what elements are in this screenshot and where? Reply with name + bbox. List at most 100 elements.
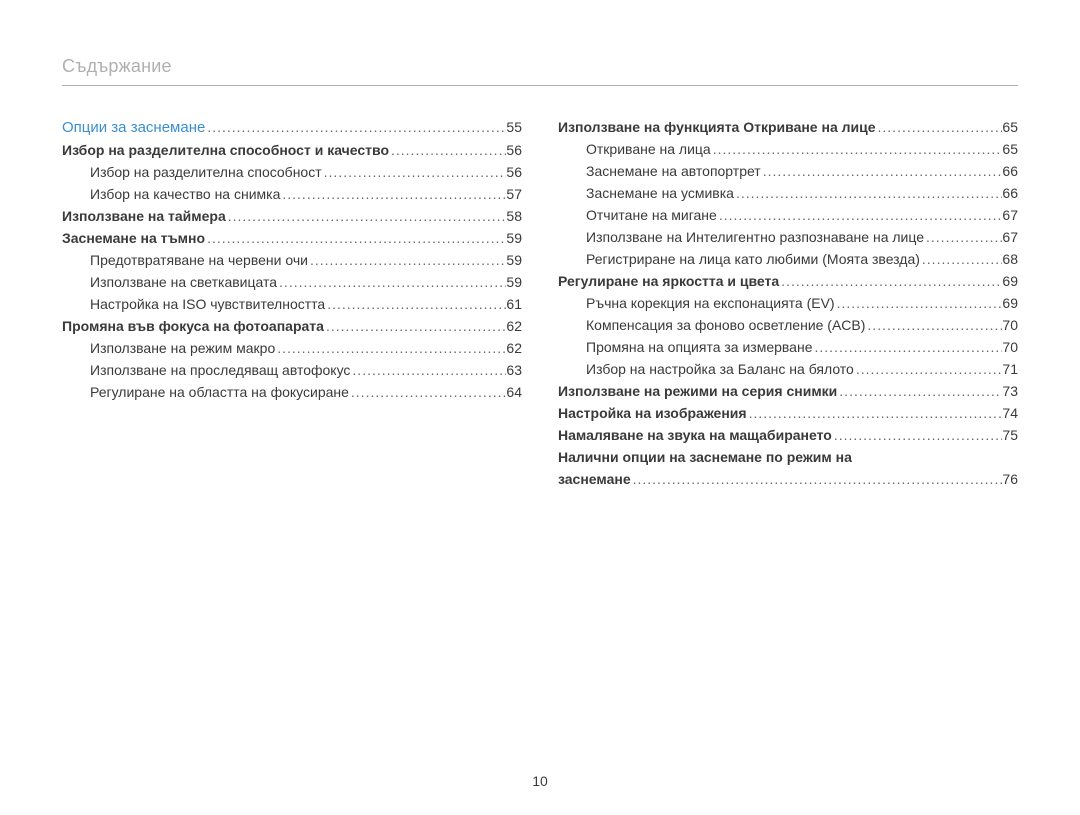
toc-entry[interactable]: Регулиране на яркостта и цвета .........…: [558, 270, 1018, 292]
toc-entry[interactable]: Настройка на изображения ...............…: [558, 402, 1018, 424]
toc-entry-label: Избор на разделителна способност: [90, 161, 322, 183]
toc-leader-dots: ........................................…: [835, 292, 1003, 314]
toc-entry-label: Отчитане на мигане: [586, 204, 717, 226]
toc-entry-page: 57: [506, 183, 522, 205]
toc-entry-page: 58: [506, 205, 522, 227]
toc-entry-label: Промяна на опцията за измерване: [586, 336, 813, 358]
toc-leader-dots: ........................................…: [308, 249, 506, 271]
toc-leader-dots: ........................................…: [717, 204, 1003, 226]
toc-entry-page: 73: [1002, 380, 1018, 402]
toc-leader-dots: ........................................…: [631, 468, 1003, 490]
toc-entry[interactable]: Използване на режими на серия снимки ...…: [558, 380, 1018, 402]
toc-entry-page: 55: [506, 116, 522, 138]
toc-entry[interactable]: Ръчна корекция на експонацията (EV) ....…: [558, 292, 1018, 314]
toc-entry[interactable]: Настройка на ISO чувствителността ......…: [62, 293, 522, 315]
toc-leader-dots: ........................................…: [205, 116, 506, 138]
toc-entry-page: 62: [506, 337, 522, 359]
toc-entry-page: 67: [1002, 204, 1018, 226]
toc-entry[interactable]: Използване на функцията Откриване на лиц…: [558, 116, 1018, 138]
toc-entry[interactable]: Промяна на опцията за измерване ........…: [558, 336, 1018, 358]
toc-entry-page: 66: [1002, 182, 1018, 204]
toc-entry[interactable]: Използване на режим макро ..............…: [62, 337, 522, 359]
toc-entry-label: Настройка на изображения: [558, 402, 747, 424]
toc-entry-label: Използване на режим макро: [90, 337, 275, 359]
toc-entry[interactable]: Избор на настройка за Баланс на бялото .…: [558, 358, 1018, 380]
toc-entry[interactable]: Избор на качество на снимка ............…: [62, 183, 522, 205]
toc-entry[interactable]: Промяна във фокуса на фотоапарата ......…: [62, 315, 522, 337]
toc-entry[interactable]: Заснемане на тъмно .....................…: [62, 227, 522, 249]
toc-entry-label: заснемане: [558, 468, 631, 490]
toc-entry[interactable]: Използване на проследяващ автофокус ....…: [62, 359, 522, 381]
toc-entry[interactable]: Използване на таймера ..................…: [62, 205, 522, 227]
toc-entry-page: 59: [506, 249, 522, 271]
toc-entry-label: Регистриране на лица като любими (Моята …: [586, 248, 920, 270]
page: Съдържание Опции за заснемане ..........…: [0, 0, 1080, 815]
toc-leader-dots: ........................................…: [813, 336, 1003, 358]
toc-entry-label: Откриване на лица: [586, 138, 711, 160]
toc-entry-label: Използване на светкавицата: [90, 271, 277, 293]
toc-column-right: Използване на функцията Откриване на лиц…: [558, 116, 1018, 490]
toc-entry-page: 59: [506, 227, 522, 249]
toc-entry-label: Избор на разделителна способност и качес…: [62, 139, 389, 161]
toc-leader-dots: ........................................…: [389, 139, 506, 161]
toc-leader-dots: ........................................…: [711, 138, 1003, 160]
toc-entry[interactable]: Опции за заснемане .....................…: [62, 116, 522, 139]
toc-entry[interactable]: Регистриране на лица като любими (Моята …: [558, 248, 1018, 270]
toc-entry[interactable]: Заснемане на автопортрет ...............…: [558, 160, 1018, 182]
toc-entry-label: Избор на качество на снимка: [90, 183, 280, 205]
toc-entry-label: Регулиране на областта на фокусиране: [90, 381, 349, 403]
toc-entry-page: 71: [1002, 358, 1018, 380]
toc-entry-label: Използване на функцията Откриване на лиц…: [558, 116, 876, 138]
toc-entry-label: Използване на проследяващ автофокус: [90, 359, 350, 381]
toc-entry-label: Опции за заснемане: [62, 117, 205, 139]
toc-entry[interactable]: Налични опции на заснемане по режим на: [558, 446, 1018, 468]
toc-entry[interactable]: Избор на разделителна способност .......…: [62, 161, 522, 183]
toc-leader-dots: ........................................…: [924, 226, 1002, 248]
toc-leader-dots: ........................................…: [277, 271, 506, 293]
toc-entry-page: 70: [1002, 336, 1018, 358]
toc-entry[interactable]: Регулиране на областта на фокусиране ...…: [62, 381, 522, 403]
toc-leader-dots: ........................................…: [325, 293, 506, 315]
toc-entry-page: 65: [1002, 138, 1018, 160]
toc-entry[interactable]: Заснемане на усмивка ...................…: [558, 182, 1018, 204]
toc-leader-dots: ........................................…: [205, 227, 506, 249]
toc-entry-label: Заснемане на тъмно: [62, 227, 205, 249]
toc-entry-label: Намаляване на звука на мащабирането: [558, 424, 832, 446]
toc-entry[interactable]: Намаляване на звука на мащабирането ....…: [558, 424, 1018, 446]
toc-entry-page: 67: [1002, 226, 1018, 248]
toc-entry[interactable]: Предотвратяване на червени очи .........…: [62, 249, 522, 271]
toc-entry-label: Регулиране на яркостта и цвета: [558, 270, 779, 292]
page-title: Съдържание: [62, 56, 1018, 86]
toc-leader-dots: ........................................…: [832, 424, 1003, 446]
toc-entry-label: Заснемане на усмивка: [586, 182, 734, 204]
toc-leader-dots: ........................................…: [779, 270, 1002, 292]
toc-entry[interactable]: Отчитане на мигане .....................…: [558, 204, 1018, 226]
toc-leader-dots: ........................................…: [837, 380, 1002, 402]
toc-leader-dots: ........................................…: [324, 315, 506, 337]
toc-entry[interactable]: Откриване на лица ......................…: [558, 138, 1018, 160]
toc-entry[interactable]: Използване на Интелигентно разпознаване …: [558, 226, 1018, 248]
toc-entry-label: Избор на настройка за Баланс на бялото: [586, 358, 854, 380]
page-number: 10: [0, 773, 1080, 789]
toc-leader-dots: ........................................…: [350, 359, 506, 381]
toc-entry-label: Ръчна корекция на експонацията (EV): [586, 292, 835, 314]
toc-entry-label: Използване на режими на серия снимки: [558, 380, 837, 402]
toc-entry-label: Промяна във фокуса на фотоапарата: [62, 315, 324, 337]
toc-entry-page: 74: [1002, 402, 1018, 424]
toc-entry[interactable]: заснемане ..............................…: [558, 468, 1018, 490]
toc-leader-dots: ........................................…: [226, 205, 507, 227]
toc-entry-page: 70: [1002, 314, 1018, 336]
toc-leader-dots: ........................................…: [734, 182, 1002, 204]
toc-entry[interactable]: Използване на светкавицата .............…: [62, 271, 522, 293]
toc-entry-page: 64: [506, 381, 522, 403]
toc-entry[interactable]: Компенсация за фоново осветление (ACB) .…: [558, 314, 1018, 336]
toc-entry-page: 56: [506, 139, 522, 161]
toc-entry-page: 75: [1002, 424, 1018, 446]
toc-entry[interactable]: Избор на разделителна способност и качес…: [62, 139, 522, 161]
toc-entry-label: Налични опции на заснемане по режим на: [558, 446, 852, 468]
toc-leader-dots: ........................................…: [854, 358, 1003, 380]
toc-entry-label: Заснемане на автопортрет: [586, 160, 761, 182]
toc-entry-page: 68: [1002, 248, 1018, 270]
toc-entry-page: 69: [1002, 292, 1018, 314]
toc-leader-dots: ........................................…: [349, 381, 507, 403]
